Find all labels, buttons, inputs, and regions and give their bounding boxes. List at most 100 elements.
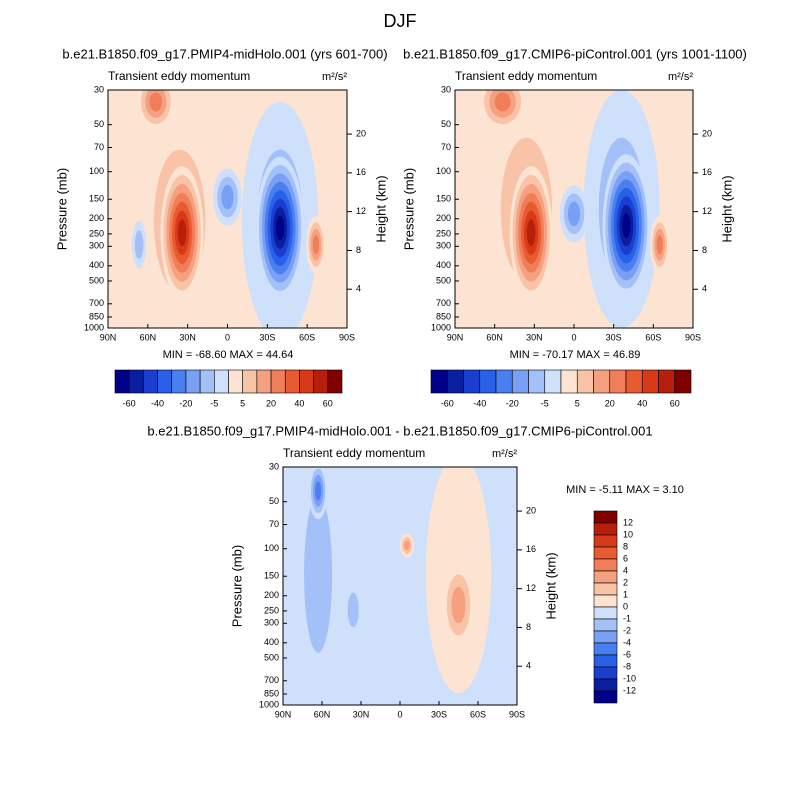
y2-tick-label: 12 (702, 206, 712, 216)
y-tick-label: 70 (269, 519, 279, 529)
x-tick-label: 90S (509, 709, 525, 719)
colorbar-label: -8 (623, 661, 631, 671)
panel-units: m²/s² (492, 448, 517, 460)
colorbar-label: 6 (623, 553, 628, 563)
colorbar-label: 1 (623, 589, 628, 599)
panel-subtitle: Transient eddy momentum (455, 69, 597, 83)
y-axis-label: Pressure (mb) (54, 168, 69, 250)
colorbar-box (528, 369, 546, 394)
colorbar-label: -6 (623, 649, 631, 659)
x-tick-label: 90N (275, 709, 292, 719)
y-tick-label: 1000 (259, 699, 279, 709)
panel-title: b.e21.B1850.f09_g17.CMIP6-piControl.001 … (403, 46, 747, 61)
x-tick-label: 60N (140, 332, 157, 342)
colorbar-label: 60 (323, 398, 333, 408)
colorbar-label: 8 (623, 541, 628, 551)
colorbar-label: 20 (266, 398, 276, 408)
colorbar-label: -5 (210, 398, 218, 408)
panel-subtitle: Transient eddy momentum (108, 69, 250, 83)
contour (312, 235, 320, 255)
colorbar-box (641, 369, 659, 394)
y-tick-label: 700 (436, 298, 451, 308)
colorbar-box (593, 369, 611, 394)
y2-tick-label: 20 (702, 128, 712, 138)
colorbar-box (609, 369, 627, 394)
x-tick-label: 60N (486, 332, 503, 342)
colorbar-box (593, 534, 618, 548)
y2-tick-label: 12 (356, 206, 366, 216)
colorbar-label: -2 (623, 625, 631, 635)
contour (347, 592, 359, 627)
colorbar-box (593, 630, 618, 644)
colorbar-box (430, 369, 448, 394)
colorbar-box (114, 369, 130, 394)
colorbar-box (171, 369, 187, 394)
colorbar-box (674, 369, 692, 394)
y-tick-label: 250 (436, 228, 451, 238)
colorbar-label: -1 (623, 613, 631, 623)
x-tick-label: 60N (314, 709, 331, 719)
colorbar-box (593, 618, 618, 632)
colorbar-box (463, 369, 481, 394)
y-tick-label: 150 (436, 194, 451, 204)
x-tick-label: 0 (225, 332, 230, 342)
colorbar-box (625, 369, 643, 394)
y-tick-label: 1000 (431, 322, 451, 332)
contour (314, 481, 322, 501)
panel-subtitle: Transient eddy momentum (283, 446, 425, 460)
x-tick-label: 60S (645, 332, 661, 342)
x-tick-label: 30S (259, 332, 275, 342)
x-tick-label: 90N (447, 332, 464, 342)
y2-tick-label: 12 (526, 583, 536, 593)
min-max: MIN = -68.60 MAX = 44.64 (163, 349, 294, 361)
y-tick-label: 300 (264, 618, 279, 628)
y2-tick-label: 4 (356, 284, 361, 294)
colorbar-box (658, 369, 676, 394)
colorbar-box (199, 369, 215, 394)
colorbar-label: 40 (637, 398, 647, 408)
y2-tick-label: 8 (526, 622, 531, 632)
colorbar-label: 0 (623, 601, 628, 611)
colorbar-box (256, 369, 272, 394)
contour (451, 586, 466, 624)
colorbar-box (185, 369, 201, 394)
contour (221, 184, 234, 210)
panel-title: b.e21.B1850.f09_g17.PMIP4-midHolo.001 - … (147, 423, 652, 438)
contour (622, 213, 631, 239)
x-tick-label: 30S (606, 332, 622, 342)
y-axis-label: Pressure (mb) (401, 168, 416, 250)
colorbar-box (593, 606, 618, 620)
colorbar-label: 12 (623, 517, 633, 527)
y2-tick-label: 20 (526, 505, 536, 515)
colorbar-label: -40 (151, 398, 164, 408)
colorbar-box (593, 594, 618, 608)
x-tick-label: 30S (431, 709, 447, 719)
y-tick-label: 400 (264, 637, 279, 647)
colorbar-box (495, 369, 513, 394)
colorbar-label: -5 (541, 398, 549, 408)
colorbar-box (128, 369, 144, 394)
colorbar-label: 5 (575, 398, 580, 408)
colorbar-box (593, 654, 618, 668)
y-tick-label: 30 (94, 84, 104, 94)
panel-units: m²/s² (668, 71, 693, 83)
y2-tick-label: 4 (526, 661, 531, 671)
y-tick-label: 400 (89, 260, 104, 270)
y-tick-label: 700 (264, 675, 279, 685)
y-tick-label: 50 (269, 496, 279, 506)
x-tick-label: 30N (526, 332, 543, 342)
y-tick-label: 250 (264, 605, 279, 615)
y-tick-label: 200 (436, 213, 451, 223)
contour (149, 92, 163, 112)
colorbar-box (446, 369, 464, 394)
colorbar-box (593, 558, 618, 572)
y2-tick-label: 16 (526, 544, 536, 554)
y-tick-label: 150 (264, 571, 279, 581)
colorbar-box (593, 510, 618, 524)
y-tick-label: 850 (436, 311, 451, 321)
x-tick-label: 30N (179, 332, 196, 342)
y2-axis-label: Height (km) (373, 175, 388, 242)
colorbar-box (270, 369, 286, 394)
y2-axis-label: Height (km) (719, 175, 734, 242)
